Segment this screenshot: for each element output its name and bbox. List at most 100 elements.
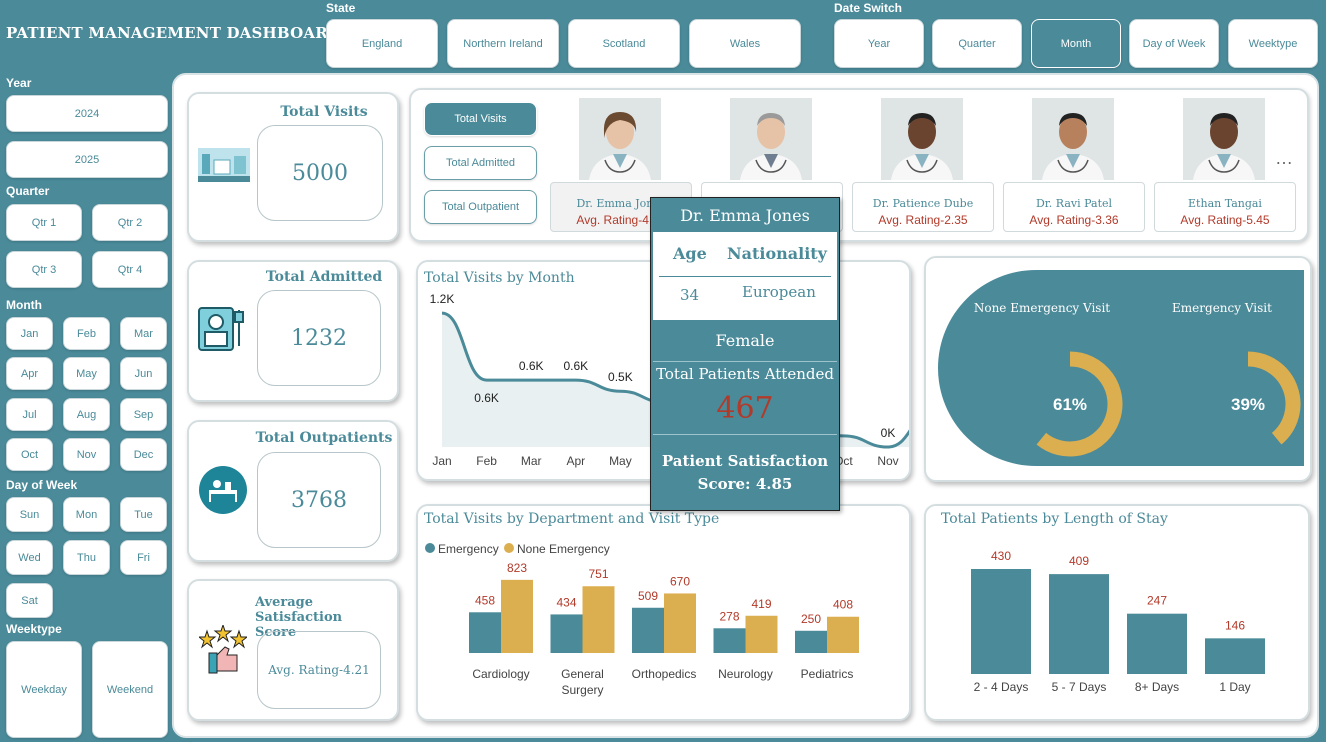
state-option-wales[interactable]: Wales — [689, 19, 801, 68]
doctor-male-photo[interactable] — [1183, 98, 1265, 180]
dept-bar[interactable] — [713, 628, 746, 653]
month-tick-label: Mar — [521, 454, 542, 468]
day-option-wed[interactable]: Wed — [6, 540, 53, 575]
weektype-option-weekend[interactable]: Weekend — [92, 641, 168, 738]
doctor-male-glasses-photo[interactable] — [1032, 98, 1114, 180]
doctor-name: Ethan Tangai — [1188, 197, 1262, 210]
doctor-card-2[interactable]: Dr. Patience Dube Avg. Rating-2.35 — [852, 182, 994, 232]
year-option-2025[interactable]: 2025 — [6, 141, 168, 178]
kpi-card-outpatients: Total Outpatients 3768 — [187, 420, 399, 562]
day-option-fri[interactable]: Fri — [120, 540, 167, 575]
hospital-icon — [196, 144, 252, 189]
dept-bar[interactable] — [795, 630, 827, 653]
dept-bar-label: 670 — [670, 574, 690, 588]
doctor-rating: Avg. Rating-2.35 — [878, 213, 968, 227]
doctor-name: Dr. Patience Dube — [872, 197, 974, 210]
dept-bar-label: 408 — [833, 598, 853, 612]
day-option-tue[interactable]: Tue — [120, 497, 167, 532]
doctor-female-photo[interactable] — [881, 98, 963, 180]
quarter-label: Quarter — [6, 184, 50, 198]
doctor-card-4[interactable]: Ethan Tangai Avg. Rating-5.45 — [1154, 182, 1296, 232]
dept-bar-label: 458 — [475, 593, 495, 607]
date-switch-label: Date Switch — [834, 1, 903, 15]
stay-bar[interactable] — [1127, 613, 1187, 674]
outpatient-icon — [199, 466, 247, 519]
quarter-option-qtr-4[interactable]: Qtr 4 — [92, 251, 168, 288]
tooltip-age: 34 — [680, 286, 700, 304]
tooltip-nationality: European — [742, 283, 816, 301]
dept-bar[interactable] — [632, 607, 664, 653]
month-option-oct[interactable]: Oct — [6, 438, 53, 471]
day-option-thu[interactable]: Thu — [63, 540, 110, 575]
kpi-outpatients-value: 3768 — [257, 452, 381, 548]
weektype-option-weekday[interactable]: Weekday — [6, 641, 82, 738]
quarter-option-qtr-2[interactable]: Qtr 2 — [92, 204, 168, 241]
month-option-jun[interactable]: Jun — [120, 357, 167, 390]
stay-bar-label: 409 — [1069, 554, 1089, 568]
donut-title: None Emergency Visit — [974, 301, 1110, 315]
quarter-option-qtr-3[interactable]: Qtr 3 — [6, 251, 82, 288]
month-option-aug[interactable]: Aug — [63, 398, 110, 431]
dept-bar-label: 509 — [638, 589, 658, 603]
dept-bar[interactable] — [550, 614, 583, 653]
year-option-2024[interactable]: 2024 — [6, 95, 168, 132]
month-option-feb[interactable]: Feb — [63, 317, 110, 350]
doctor-male-grey-photo[interactable] — [730, 98, 812, 180]
date-switch-weektype[interactable]: Weektype — [1228, 19, 1318, 68]
state-option-northern-ireland[interactable]: Northern Ireland — [447, 19, 559, 68]
day-option-sun[interactable]: Sun — [6, 497, 53, 532]
day-option-sat[interactable]: Sat — [6, 583, 53, 618]
kpi-satisfaction-value: Avg. Rating-4.21 — [257, 631, 381, 709]
doctor-card-3[interactable]: Dr. Ravi Patel Avg. Rating-3.36 — [1003, 182, 1145, 232]
doctor-rating: Avg. Rating-5.45 — [1180, 213, 1270, 227]
stay-bar[interactable] — [971, 569, 1031, 674]
more-options-icon[interactable]: … — [1275, 148, 1295, 168]
quarter-option-qtr-1[interactable]: Qtr 1 — [6, 204, 82, 241]
metric-toggle-total-visits[interactable]: Total Visits — [424, 102, 537, 136]
dept-bar[interactable] — [745, 615, 778, 653]
stay-bar-label: 247 — [1147, 594, 1167, 608]
visits-data-label: 0.6K — [519, 359, 544, 373]
metric-toggle-total-outpatient[interactable]: Total Outpatient — [424, 190, 537, 224]
month-option-jul[interactable]: Jul — [6, 398, 53, 431]
month-option-jan[interactable]: Jan — [6, 317, 53, 350]
date-switch-year[interactable]: Year — [834, 19, 924, 68]
month-option-may[interactable]: May — [63, 357, 110, 390]
tooltip-details-panel: Age Nationality 34 European — [653, 232, 837, 320]
stay-bar[interactable] — [1205, 638, 1265, 674]
date-switch-quarter[interactable]: Quarter — [932, 19, 1022, 68]
visits-area-fill — [442, 313, 909, 447]
date-switch-month[interactable]: Month — [1031, 19, 1121, 68]
dept-bar-label: 250 — [801, 612, 821, 626]
state-label: State — [326, 1, 356, 15]
month-option-mar[interactable]: Mar — [120, 317, 167, 350]
dept-category-label: General — [561, 667, 604, 681]
dept-bar[interactable] — [827, 616, 859, 653]
dept-category-label: Orthopedics — [632, 667, 697, 681]
doctor-name: Dr. Emma Jones — [576, 197, 666, 210]
day-option-mon[interactable]: Mon — [63, 497, 110, 532]
month-option-sep[interactable]: Sep — [120, 398, 167, 431]
month-tick-label: Apr — [566, 454, 585, 468]
tooltip-divider-2 — [653, 361, 837, 362]
stay-bar[interactable] — [1049, 574, 1109, 674]
dept-bar[interactable] — [501, 579, 533, 653]
date-switch-day-of-week[interactable]: Day of Week — [1129, 19, 1219, 68]
dept-category-label: Neurology — [718, 667, 773, 681]
doctor-female-photo[interactable] — [579, 98, 661, 180]
donut-slice — [1247, 351, 1301, 445]
dept-bar[interactable] — [582, 586, 615, 653]
state-option-england[interactable]: England — [326, 19, 438, 68]
dept-bar[interactable] — [469, 612, 501, 653]
dept-bar-label: 823 — [507, 561, 527, 575]
tooltip-attended-label: Total Patients Attended — [656, 365, 834, 383]
month-option-nov[interactable]: Nov — [63, 438, 110, 471]
hospital-bed-icon — [197, 306, 245, 357]
dept-bar-label: 278 — [719, 609, 739, 623]
dept-bar[interactable] — [664, 593, 696, 653]
month-option-apr[interactable]: Apr — [6, 357, 53, 390]
metric-toggle-total-admitted[interactable]: Total Admitted — [424, 146, 537, 180]
tooltip-divider — [659, 276, 831, 277]
state-option-scotland[interactable]: Scotland — [568, 19, 680, 68]
month-option-dec[interactable]: Dec — [120, 438, 167, 471]
